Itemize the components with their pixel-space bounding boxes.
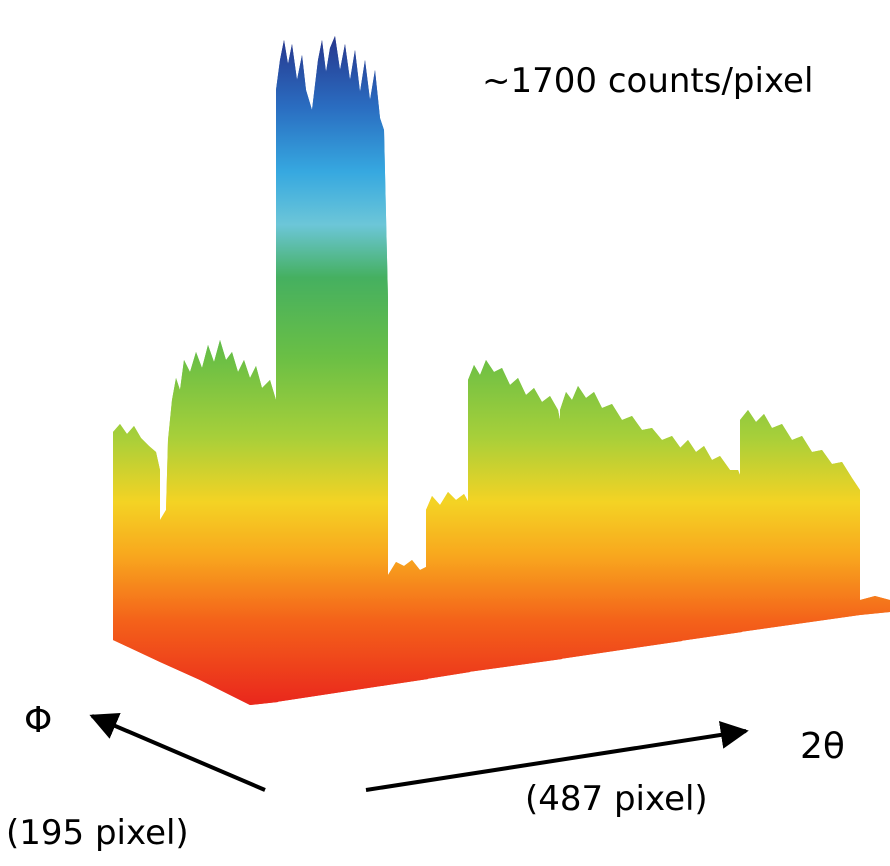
annotation: ~1700 counts/pixel bbox=[482, 61, 813, 101]
phi-arrow bbox=[89, 713, 266, 792]
phi-label: Φ bbox=[24, 700, 52, 741]
two-theta-size: (487 pixel) bbox=[525, 779, 708, 819]
two-theta-label: 2θ bbox=[800, 726, 845, 767]
surface-texture bbox=[113, 36, 890, 705]
two-theta-arrow bbox=[365, 721, 749, 792]
phi-size: (195 pixel) bbox=[6, 813, 189, 853]
